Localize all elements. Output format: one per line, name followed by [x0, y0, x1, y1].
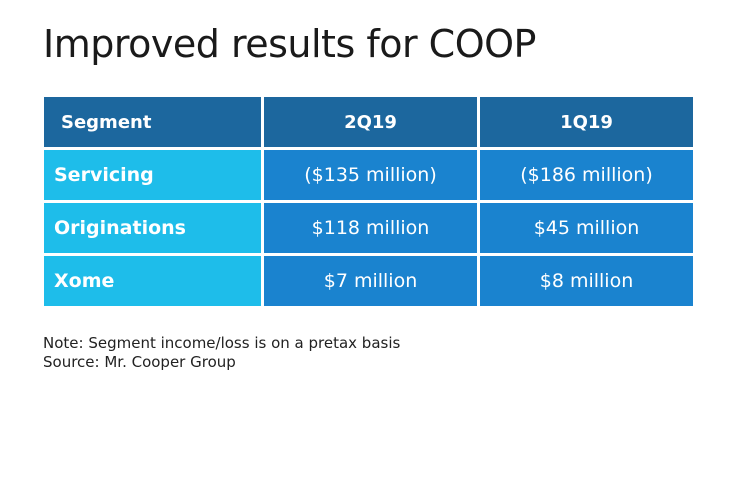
value-cell: $118 million: [264, 203, 477, 253]
table-row: Xome $7 million $8 million: [44, 256, 693, 306]
value-cell: $8 million: [480, 256, 693, 306]
results-table: Segment 2Q19 1Q19 Servicing ($135 millio…: [41, 94, 696, 309]
table-row: Originations $118 million $45 million: [44, 203, 693, 253]
note-text: Note: Segment income/loss is on a pretax…: [43, 334, 401, 352]
source-text: Source: Mr. Cooper Group: [43, 353, 236, 371]
table-row: Servicing ($135 million) ($186 million): [44, 150, 693, 200]
value-cell: $7 million: [264, 256, 477, 306]
segment-cell: Xome: [44, 256, 261, 306]
header-row: Segment 2Q19 1Q19: [44, 97, 693, 147]
value-cell: ($186 million): [480, 150, 693, 200]
segment-cell: Servicing: [44, 150, 261, 200]
chart-title: Improved results for COOP: [43, 22, 536, 66]
header-1q19: 1Q19: [480, 97, 693, 147]
header-segment: Segment: [44, 97, 261, 147]
segment-cell: Originations: [44, 203, 261, 253]
header-2q19: 2Q19: [264, 97, 477, 147]
value-cell: ($135 million): [264, 150, 477, 200]
value-cell: $45 million: [480, 203, 693, 253]
notes: Note: Segment income/loss is on a pretax…: [43, 334, 400, 372]
